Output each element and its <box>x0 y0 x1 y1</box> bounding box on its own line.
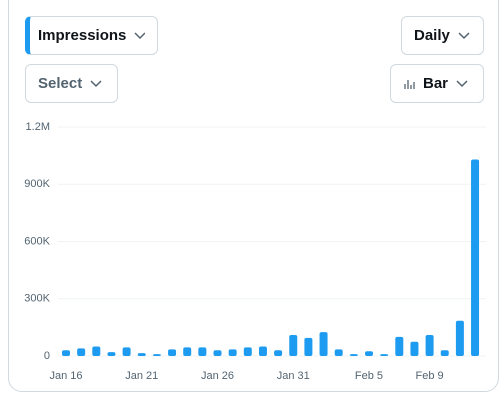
chart-type-dropdown[interactable]: Bar <box>390 64 484 103</box>
bar <box>228 349 237 356</box>
bar <box>274 350 283 356</box>
bar-icon <box>404 79 415 89</box>
bar <box>395 336 404 356</box>
bar <box>183 347 192 356</box>
chevron <box>134 31 145 39</box>
chart-type-label: Bar <box>423 75 449 92</box>
card <box>8 0 499 392</box>
bar <box>122 347 131 356</box>
y-tick-label: 300K <box>24 293 50 305</box>
bar <box>137 353 146 356</box>
bar <box>319 332 328 356</box>
x-tick-label: Jan 21 <box>125 370 158 382</box>
bar <box>440 350 449 356</box>
y-tick-label: 600K <box>24 235 50 247</box>
bar <box>243 347 252 356</box>
y-tick-label: 900K <box>24 178 50 190</box>
bar <box>62 350 70 356</box>
bar <box>107 352 116 356</box>
bar <box>334 349 343 356</box>
x-tick-label: Feb 5 <box>355 370 383 382</box>
x-tick-label: Feb 9 <box>416 370 444 382</box>
filter-label: Select <box>38 75 83 92</box>
bar <box>168 349 177 356</box>
bar <box>152 354 161 356</box>
filter-dropdown[interactable]: Select <box>25 64 118 103</box>
bar <box>304 337 313 356</box>
y-tick-label: 1.2M <box>26 121 50 133</box>
chevron <box>90 79 102 87</box>
bar <box>471 159 480 356</box>
bar <box>349 354 358 356</box>
metric-label: Impressions <box>38 27 127 44</box>
x-tick-label: Jan 16 <box>49 370 82 382</box>
bar <box>455 320 464 356</box>
bar <box>77 348 86 356</box>
bar <box>410 341 419 356</box>
bar <box>198 347 207 356</box>
chevron <box>456 79 468 87</box>
bar <box>213 350 222 356</box>
y-tick-label: 0 <box>44 350 50 362</box>
metric-dropdown[interactable]: Impressions <box>25 16 158 55</box>
period-label: Daily <box>414 27 450 44</box>
bar <box>425 335 434 356</box>
chevron <box>458 31 470 39</box>
bar <box>289 335 298 356</box>
x-tick-label: Jan 26 <box>201 370 234 382</box>
x-tick-label: Jan 31 <box>277 370 310 382</box>
bar <box>92 346 101 356</box>
bar <box>258 346 267 356</box>
bar <box>380 354 389 356</box>
bar <box>365 351 373 356</box>
period-dropdown[interactable]: Daily <box>401 16 484 55</box>
